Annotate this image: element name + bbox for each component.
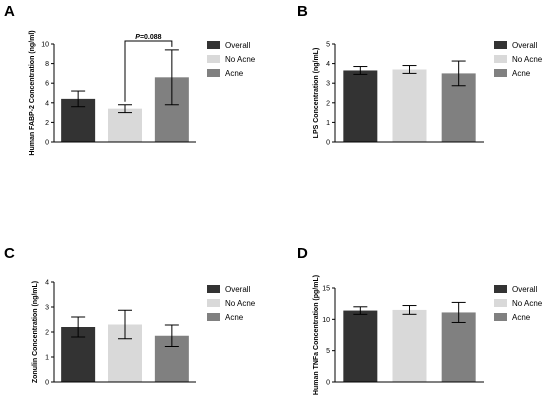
panel-c: C 0 1 2 3 4 Zonulin Concentration (ng/mL) Overa… [4,245,256,387]
error-bar-acne [164,324,179,347]
legend-swatch-no-acne [207,299,220,307]
error-bar-overall [353,66,368,75]
legend-label-overall: Overall [225,285,251,294]
panel-b: B 0 1 2 3 4 5 LPS Concentration (ng/mL) Overall N… [297,3,543,147]
legend-label-overall: Overall [512,285,538,294]
error-bar-no-acne [402,65,417,74]
error-bar-overall [353,306,368,315]
y-axis-label: Human TNFa Concentration (pg/mL) [313,275,320,395]
y-tick-label: 0 [45,140,49,147]
error-bar-overall [71,90,86,108]
legend-label-no-acne: No Acne [225,55,256,64]
legend: Overall No Acne Acne [494,285,543,322]
y-tick-label: 1 [326,120,330,127]
legend-label-no-acne: No Acne [512,55,543,64]
error-bar-no-acne [402,305,417,315]
y-tick-label: 10 [41,42,49,49]
error-bar-acne [451,301,466,323]
legend-label-overall: Overall [225,41,251,50]
y-tick-label: 1 [45,355,49,362]
legend-label-acne: Acne [225,69,244,78]
y-axis-label: LPS Concentration (ng/mL) [313,48,320,139]
y-tick-label: 4 [45,280,49,287]
y-tick-label: 0 [326,140,330,147]
legend-label-acne: Acne [512,69,531,78]
bar-overall [343,70,378,142]
legend: Overall No Acne Acne [494,41,543,78]
y-tick-label: 2 [326,100,330,107]
legend-label-acne: Acne [512,313,531,322]
y-tick-label: 0 [45,380,49,387]
panel-letter: C [4,245,15,262]
legend-swatch-overall [207,41,220,49]
y-tick-label: 4 [326,61,330,68]
legend-label-no-acne: No Acne [225,299,256,308]
y-tick-label: 5 [326,348,330,355]
legend-swatch-no-acne [207,55,220,63]
bar-no-acne [108,108,142,142]
legend-label-overall: Overall [512,41,538,50]
legend-swatch-acne [494,313,507,321]
legend-swatch-overall [207,285,220,293]
legend-swatch-acne [494,69,507,77]
y-tick-label: 3 [326,81,330,88]
y-tick-label: 4 [45,100,49,107]
significance-bracket [124,40,173,102]
y-tick-label: 2 [45,120,49,127]
legend-label-no-acne: No Acne [512,299,543,308]
legend-swatch-acne [207,69,220,77]
y-tick-label: 8 [45,61,49,68]
error-bar-acne [451,60,466,87]
p-value-label: P=0.088 [135,34,161,41]
legend-swatch-no-acne [494,55,507,63]
legend: Overall No Acne Acne [207,41,256,78]
legend-swatch-acne [207,313,220,321]
legend: Overall No Acne Acne [207,285,256,322]
bar-no-acne [392,309,427,382]
y-tick-label: 6 [45,81,49,88]
panel-a: A 0 2 4 6 8 10 Human FABP-2 Concentration (ng/m… [4,3,256,156]
panel-letter: D [297,245,308,262]
legend-swatch-no-acne [494,299,507,307]
y-tick-label: 5 [326,42,330,49]
bar-no-acne [392,69,427,142]
legend-swatch-overall [494,41,507,49]
y-tick-label: 10 [322,317,330,324]
panel-letter: A [4,3,15,20]
y-tick-label: 0 [326,380,330,387]
error-bar-no-acne [118,104,132,114]
y-axis-label: Human FABP-2 Concentration (ng/ml) [29,30,36,155]
panel-letter: B [297,3,308,20]
error-bar-acne [164,49,179,106]
y-axis-label: Zonulin Concentration (ng/mL) [32,281,39,383]
error-bar-no-acne [118,309,132,340]
legend-label-acne: Acne [225,313,244,322]
y-tick-label: 15 [322,286,330,293]
bar-acne [441,312,476,382]
error-bar-overall [71,316,86,338]
y-tick-label: 2 [45,330,49,337]
y-tick-label: 3 [45,305,49,312]
legend-swatch-overall [494,285,507,293]
bar-overall [343,310,378,382]
